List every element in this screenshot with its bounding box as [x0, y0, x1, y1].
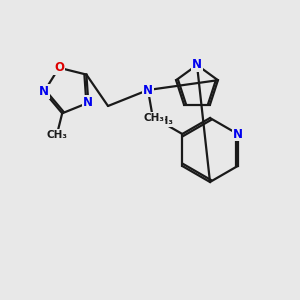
Text: CH₃: CH₃	[46, 130, 68, 140]
Text: N: N	[192, 58, 202, 71]
Text: CH₃: CH₃	[143, 113, 164, 123]
Text: N: N	[39, 85, 49, 98]
Text: N: N	[233, 128, 243, 140]
Text: N: N	[143, 83, 153, 97]
Text: O: O	[54, 61, 64, 74]
Text: CH₃: CH₃	[152, 116, 173, 126]
Text: N: N	[83, 96, 93, 109]
